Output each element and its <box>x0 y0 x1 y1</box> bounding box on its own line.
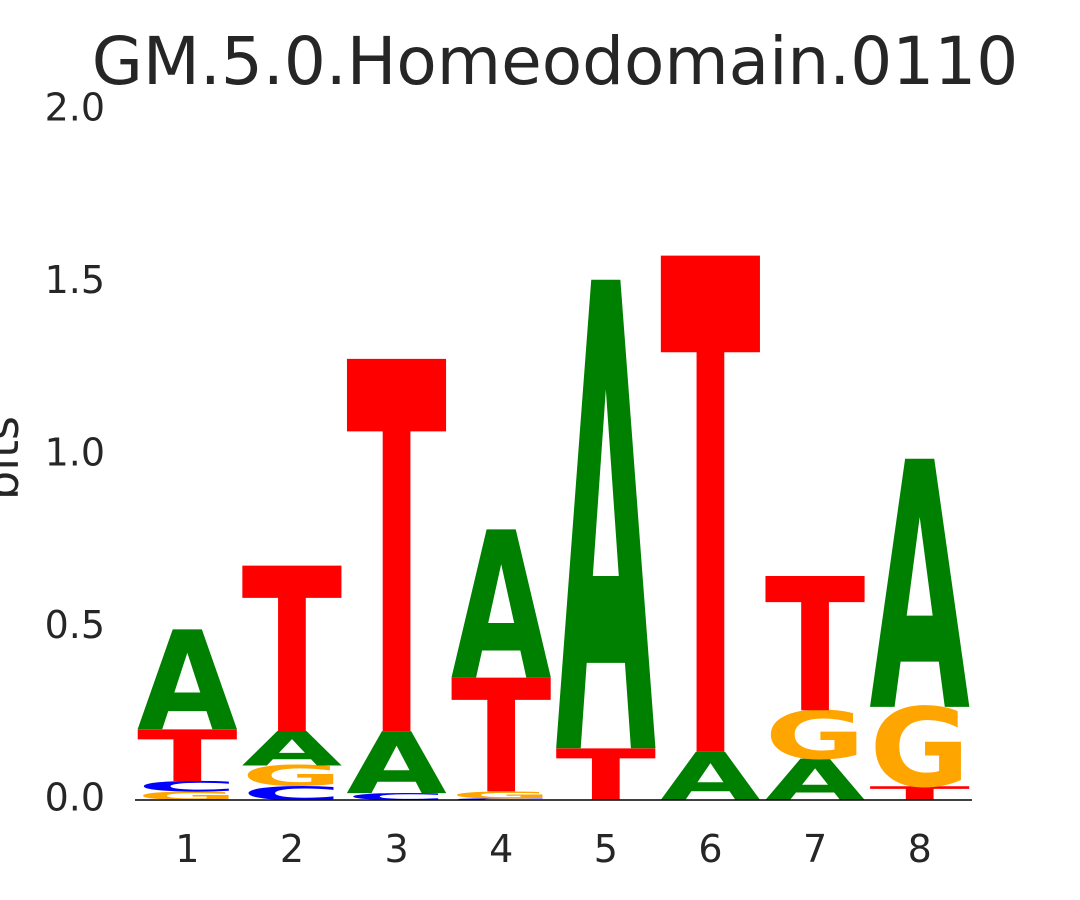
x-tick-label: 4 <box>489 827 513 871</box>
logo-column-8: TGA <box>869 391 971 812</box>
logo-letter-T: T <box>451 647 552 829</box>
y-tick-label: 1.5 <box>45 258 105 302</box>
logo-letter-A: A <box>660 739 761 816</box>
logo-column-6: AT <box>660 121 761 900</box>
logo-letter-A: A <box>556 154 658 900</box>
logo-letter-A: A <box>765 747 866 813</box>
logo-letter-T: T <box>242 521 343 785</box>
logo-letter-C: C <box>451 798 552 801</box>
logo-letter-G: G <box>451 790 552 801</box>
x-tick-label: 3 <box>384 827 408 871</box>
logo-letter-T: T <box>346 257 447 852</box>
x-tick-label: 8 <box>908 827 932 871</box>
logo-letter-G: G <box>765 698 866 775</box>
x-tick-label: 5 <box>594 827 618 871</box>
logo-letter-T: T <box>556 735 657 817</box>
y-axis: 0.0 0.5 1.0 1.5 2.0 <box>45 86 105 820</box>
logo-letter-G: G <box>869 686 970 813</box>
y-tick-label: 1.0 <box>45 431 105 475</box>
chart-title: GM.5.0.Homeodomain.0110 <box>92 23 1018 100</box>
logo-letter-T: T <box>765 540 866 754</box>
logo-column-3: CAT <box>346 257 447 852</box>
logo-column-7: AGT <box>765 540 866 813</box>
logo-letter-A: A <box>242 722 343 777</box>
logo-letter-T: T <box>660 121 761 900</box>
y-tick-label: 0.0 <box>45 776 105 820</box>
x-tick-label: 2 <box>280 827 304 871</box>
logo-letter-A: A <box>451 490 552 726</box>
logo-column-5: TA <box>556 154 658 900</box>
logo-letter-T: T <box>137 716 238 798</box>
logo-letter-T: T <box>869 782 970 804</box>
logo-letter-A: A <box>346 714 447 813</box>
logo-letter-A: A <box>869 391 971 787</box>
x-tick-label: 7 <box>803 827 827 871</box>
logo-letter-G: G <box>242 760 343 793</box>
logo-letter-C: C <box>242 783 343 805</box>
y-tick-label: 2.0 <box>45 86 105 130</box>
logo-letter-C: C <box>137 778 238 794</box>
y-axis-label: bits <box>0 416 29 500</box>
x-tick-label: 6 <box>698 827 722 871</box>
x-tick-label: 1 <box>175 827 199 871</box>
y-tick-label: 0.5 <box>45 603 105 647</box>
logo-letter-C: C <box>346 791 447 802</box>
logo-letter-A: A <box>137 602 238 762</box>
x-axis: 1 2 3 4 5 6 7 8 <box>175 827 932 871</box>
